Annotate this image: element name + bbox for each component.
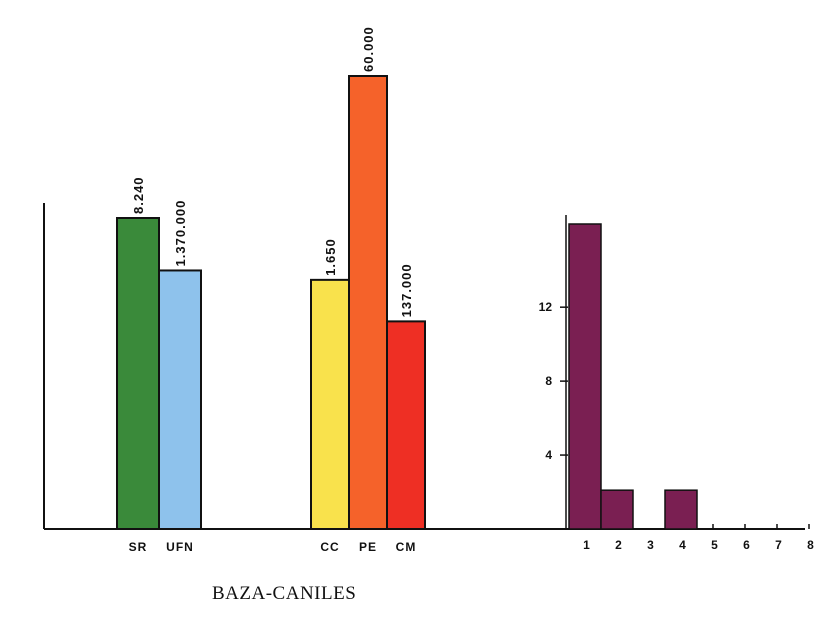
y-tick-label-12: 12: [539, 300, 553, 314]
category-label-ufn: UFN: [166, 540, 194, 554]
chart-caption: BAZA-CANILES: [212, 583, 357, 604]
value-label-ufn: 1.370.000: [173, 200, 188, 267]
value-label-cm: 137.000: [399, 263, 414, 317]
histogram-bar-2: [600, 489, 634, 530]
value-label-cc: 1.650: [323, 238, 338, 276]
bar-ufn: [158, 269, 202, 530]
bar-cc: [310, 278, 350, 530]
histogram-bar-1: [568, 223, 602, 530]
x-tick-label-3: 3: [647, 538, 655, 552]
y-tick-label-8: 8: [545, 374, 552, 388]
category-label-cm: CM: [396, 540, 417, 554]
y-tick-label-4: 4: [545, 448, 552, 462]
x-tick-label-4: 4: [679, 538, 687, 552]
x-tick-label-5: 5: [711, 538, 719, 552]
bar-pe: [348, 75, 388, 530]
x-tick-label-1: 1: [583, 538, 591, 552]
x-tick-label-6: 6: [743, 538, 751, 552]
x-tick-label-8: 8: [807, 538, 815, 552]
x-tick-label-2: 2: [615, 538, 623, 552]
bar-cm: [386, 320, 426, 530]
histogram-bar-4: [664, 489, 698, 530]
bar-sr: [116, 217, 160, 530]
value-label-sr: 8.240: [131, 176, 146, 214]
category-label-sr: SR: [129, 540, 148, 554]
value-label-pe: 60.000: [361, 26, 376, 72]
category-label-pe: PE: [359, 540, 377, 554]
category-label-cc: CC: [320, 540, 339, 554]
x-tick-label-7: 7: [775, 538, 783, 552]
